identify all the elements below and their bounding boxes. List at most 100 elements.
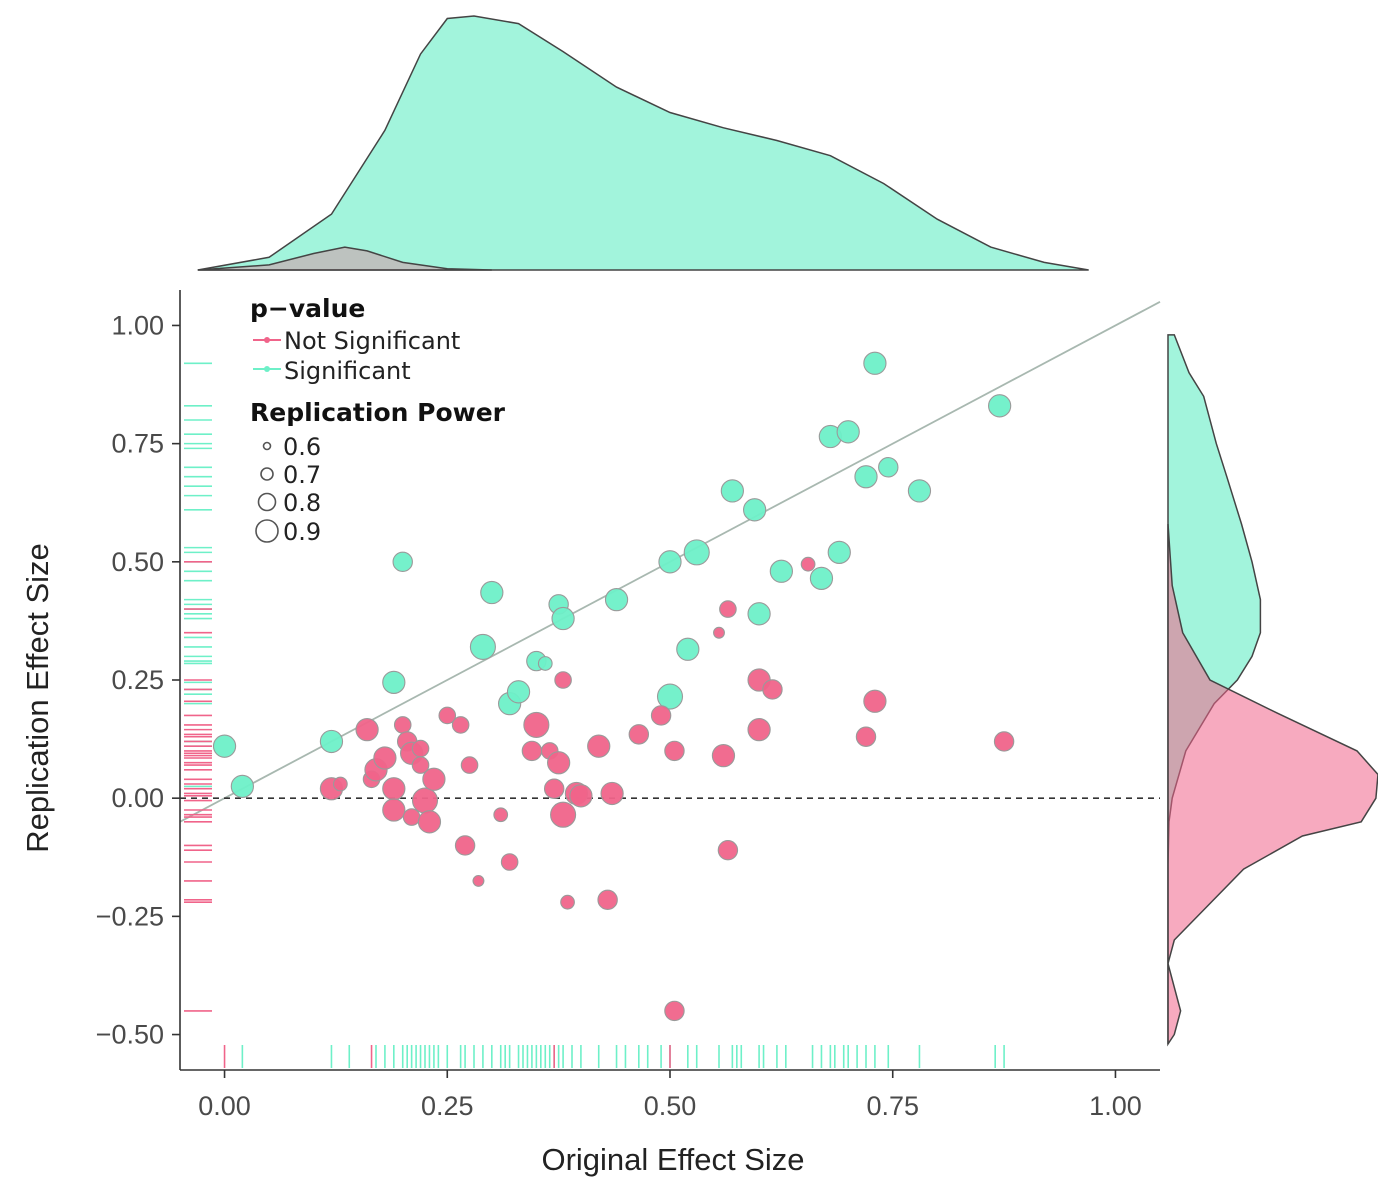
point-not-significant-16	[422, 767, 446, 791]
legend-size-label-0-9: 0.9	[283, 518, 321, 546]
point-significant-12	[551, 606, 575, 631]
y-tick-label-2: 0.00	[111, 783, 164, 813]
point-not-significant-17	[438, 706, 457, 725]
point-not-significant-11	[402, 808, 421, 826]
axes: −0.50 −0.25 0.00 0.25 0.50 0.75 1.00 0.00 0.25 0.…	[96, 290, 1160, 1121]
point-not-significant-22	[493, 807, 509, 823]
rug-x	[223, 1045, 1005, 1068]
point-significant-1	[230, 774, 254, 798]
point-significant-18	[720, 479, 744, 503]
legend-label-not-significant: Not Significant	[284, 327, 460, 355]
point-not-significant-27	[543, 778, 565, 799]
point-significant-4	[392, 551, 413, 573]
point-significant-25	[836, 420, 860, 444]
right-density-plot	[1167, 334, 1378, 1047]
legend-key-dot-not-significant	[264, 337, 270, 343]
point-significant-26	[854, 465, 878, 489]
point-not-significant-28	[547, 751, 571, 775]
legend-size-circle-0-8	[257, 492, 277, 512]
point-significant-3	[382, 670, 406, 694]
point-not-significant-44	[717, 839, 739, 861]
top-density-plot	[197, 15, 1089, 271]
point-not-significant-50	[863, 689, 887, 713]
point-not-significant-42	[711, 744, 736, 768]
point-significant-5	[469, 633, 496, 660]
point-not-significant-47	[762, 679, 783, 700]
y-tick-label-1: −0.25	[96, 901, 164, 931]
point-not-significant-40	[664, 1000, 685, 1022]
point-not-significant-31	[560, 894, 575, 910]
point-not-significant-12	[411, 739, 430, 758]
legend-size-circle-0-9	[255, 519, 279, 543]
point-not-significant-38	[650, 705, 672, 726]
point-not-significant-25	[523, 711, 550, 738]
point-not-significant-14	[411, 787, 439, 814]
point-not-significant-2	[355, 718, 379, 742]
x-tick-label-2: 0.50	[644, 1091, 697, 1121]
point-significant-21	[769, 559, 793, 583]
point-not-significant-18	[451, 716, 470, 734]
point-not-significant-15	[417, 810, 442, 834]
scatter-panel: −0.50 −0.25 0.00 0.25 0.50 0.75 1.00 0.00 0.25 0.…	[96, 290, 1161, 1121]
point-significant-20	[747, 602, 771, 626]
legend-size-circle-0-6	[262, 441, 272, 451]
legend-size-label-0-8: 0.8	[283, 489, 321, 517]
y-tick-label-0: −0.50	[96, 1020, 164, 1050]
point-significant-24	[827, 540, 851, 564]
point-significant-8	[506, 680, 531, 704]
point-not-significant-24	[521, 740, 543, 762]
legend-color-title: p−value	[250, 294, 365, 323]
x-tick-label-4: 1.00	[1089, 1091, 1142, 1121]
point-significant-13	[604, 588, 629, 612]
legend: p−value Not Significant Significant Repl…	[250, 294, 506, 546]
x-tick-label-3: 0.75	[866, 1091, 919, 1121]
point-significant-6	[480, 580, 504, 605]
point-not-significant-5	[373, 746, 397, 770]
point-significant-27	[863, 351, 887, 375]
legend-key-dot-significant	[264, 366, 270, 372]
point-significant-0	[212, 734, 237, 758]
rug-y	[184, 362, 212, 1012]
point-not-significant-41	[713, 626, 725, 639]
point-not-significant-20	[454, 835, 476, 856]
legend-size-label-0-7: 0.7	[283, 461, 321, 489]
point-not-significant-23	[500, 853, 519, 871]
point-significant-29	[907, 479, 932, 503]
point-not-significant-37	[628, 724, 650, 745]
point-not-significant-1	[332, 776, 348, 792]
point-not-significant-33	[569, 784, 593, 808]
point-not-significant-13	[411, 756, 430, 774]
y-tick-label-5: 0.75	[111, 429, 164, 459]
point-not-significant-51	[993, 731, 1015, 752]
scatter-points	[212, 351, 1015, 1022]
point-not-significant-7	[382, 798, 406, 822]
legend-size-circle-0-7	[260, 467, 274, 481]
point-significant-10	[537, 656, 553, 671]
y-tick-label-3: 0.25	[111, 665, 164, 695]
point-significant-19	[743, 498, 767, 522]
point-not-significant-35	[597, 889, 618, 911]
point-significant-15	[656, 683, 684, 710]
y-axis-title: Replication Effect Size	[20, 543, 55, 853]
legend-label-significant: Significant	[284, 357, 411, 385]
y-tick-label-4: 0.50	[111, 547, 164, 577]
point-significant-28	[878, 457, 899, 478]
x-axis-title: Original Effect Size	[541, 1142, 804, 1177]
x-tick-label-1: 0.25	[421, 1091, 474, 1121]
point-not-significant-34	[587, 734, 611, 758]
point-not-significant-36	[600, 781, 624, 806]
point-not-significant-19	[460, 756, 479, 774]
legend-size-label-0-6: 0.6	[283, 433, 321, 461]
point-significant-2	[319, 729, 344, 754]
point-not-significant-6	[382, 777, 406, 801]
point-not-significant-48	[800, 556, 816, 572]
point-significant-30	[988, 394, 1012, 418]
x-tick-label-0: 0.00	[198, 1091, 251, 1121]
point-not-significant-49	[855, 726, 877, 747]
point-significant-17	[683, 539, 710, 566]
point-not-significant-29	[550, 801, 577, 828]
point-significant-16	[676, 637, 700, 661]
point-not-significant-43	[719, 600, 737, 618]
